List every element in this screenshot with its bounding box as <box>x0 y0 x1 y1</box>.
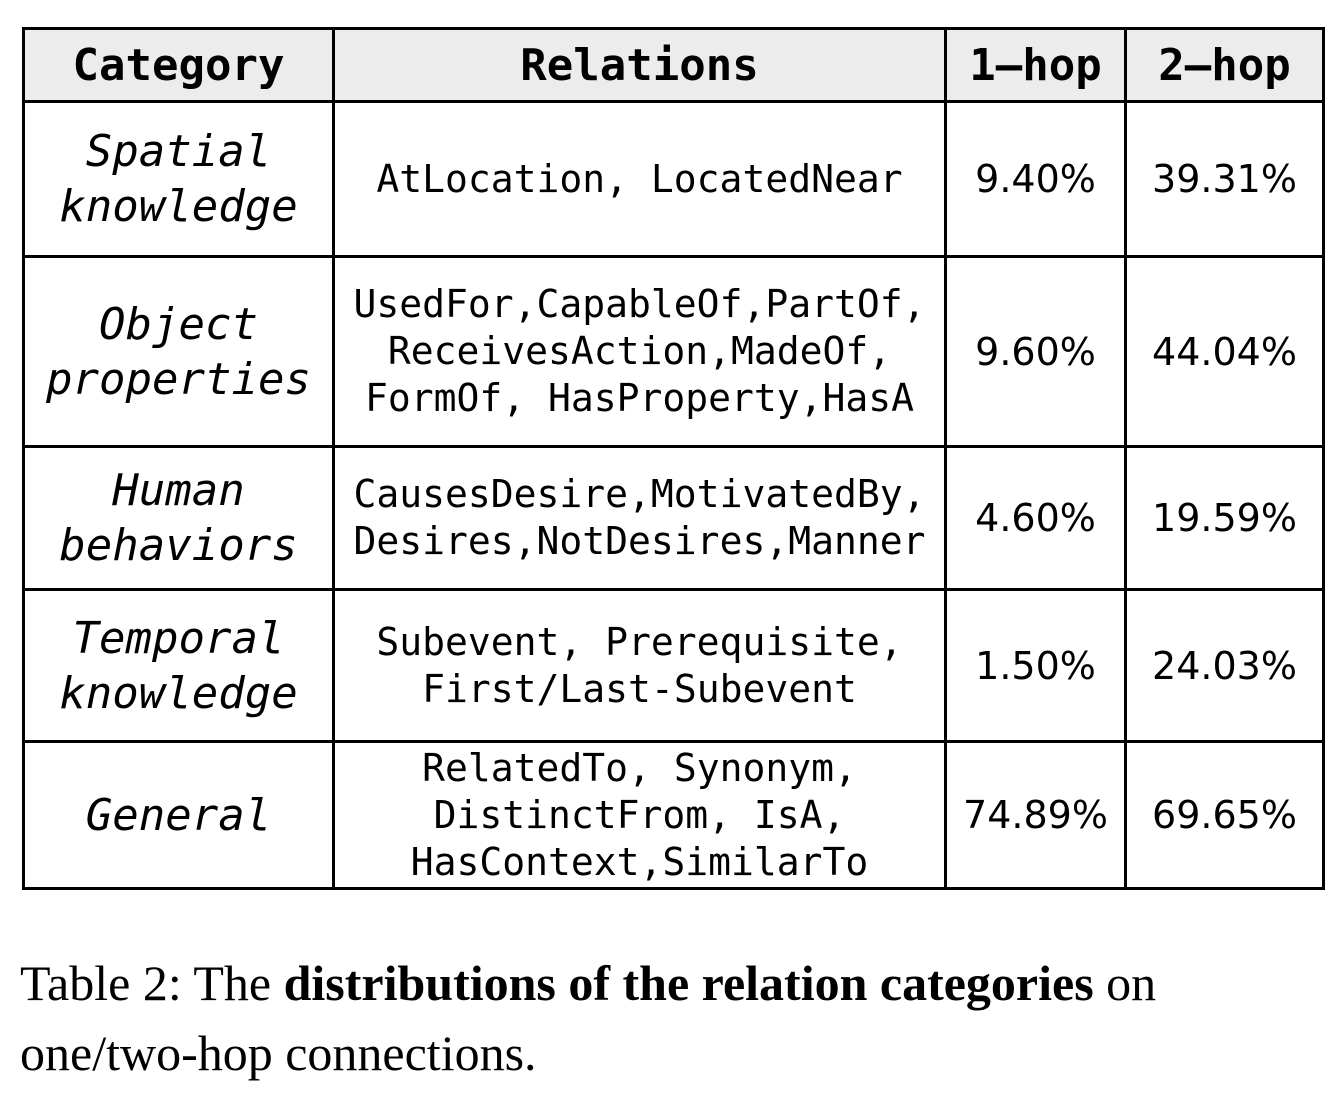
table-row: General RelatedTo, Synonym, DistinctFrom,… <box>22 740 1325 890</box>
caption-bold: distributions of the relation categories <box>283 955 1094 1011</box>
two-hop-cell: 19.59% <box>1124 445 1325 591</box>
relations-cell: Subevent, Prerequisite, First/Last-Subev… <box>332 588 947 743</box>
one-hop-cell: 9.60% <box>944 255 1127 448</box>
category-cell: Human behaviors <box>22 445 335 591</box>
header-category: Category <box>22 27 335 103</box>
one-hop-cell: 4.60% <box>944 445 1127 591</box>
category-line: General <box>85 789 272 841</box>
category-cell: Object properties <box>22 255 335 448</box>
category-cell: Spatial knowledge <box>22 100 335 258</box>
category-line: Human <box>112 465 245 516</box>
relations-cell: CausesDesire,MotivatedBy, Desires,NotDes… <box>332 445 947 591</box>
two-hop-cell: 69.65% <box>1124 740 1325 890</box>
header-two-hop: 2–hop <box>1124 27 1325 103</box>
category-cell: Temporal knowledge <box>22 588 335 743</box>
table-row: Temporal knowledge Subevent, Prerequisite,… <box>22 588 1325 743</box>
category-line: Object <box>99 298 258 350</box>
category-cell: General <box>22 740 335 890</box>
caption-prefix: Table 2: The <box>20 955 284 1011</box>
relations-cell: AtLocation, LocatedNear <box>332 100 947 258</box>
header-relations: Relations <box>332 27 947 103</box>
category-line: knowledge <box>59 181 298 232</box>
table-row: Spatial knowledge AtLocation, LocatedNear 9… <box>22 100 1325 258</box>
two-hop-cell: 44.04% <box>1124 255 1325 448</box>
table-row: Object properties UsedFor,CapableOf,PartOf… <box>22 255 1325 448</box>
two-hop-cell: 39.31% <box>1124 100 1325 258</box>
one-hop-cell: 1.50% <box>944 588 1127 743</box>
header-one-hop: 1–hop <box>944 27 1127 103</box>
table-body: Spatial knowledge AtLocation, LocatedNear 9… <box>22 100 1325 890</box>
category-line: properties <box>46 353 311 405</box>
relations-cell: RelatedTo, Synonym, DistinctFrom, IsA, H… <box>332 740 947 890</box>
table-row: Human behaviors CausesDesire,MotivatedBy, … <box>22 445 1325 591</box>
header-row: Category Relations 1–hop 2–hop <box>22 27 1325 103</box>
one-hop-cell: 9.40% <box>944 100 1127 258</box>
category-line: Spatial <box>85 126 272 177</box>
category-line: knowledge <box>59 667 298 719</box>
caption-suffix: on one/two-hop connections. <box>20 955 1157 1081</box>
relation-distribution-table: Category Relations 1–hop 2–hop Spatial kn… <box>22 27 1325 890</box>
category-line: Temporal <box>72 612 285 664</box>
two-hop-cell: 24.03% <box>1124 588 1325 743</box>
relations-cell: UsedFor,CapableOf,PartOf, ReceivesAction… <box>332 255 947 448</box>
one-hop-cell: 74.89% <box>944 740 1127 890</box>
category-line: behaviors <box>59 520 298 571</box>
table-caption: Table 2: The distributions of the relati… <box>20 948 1330 1088</box>
